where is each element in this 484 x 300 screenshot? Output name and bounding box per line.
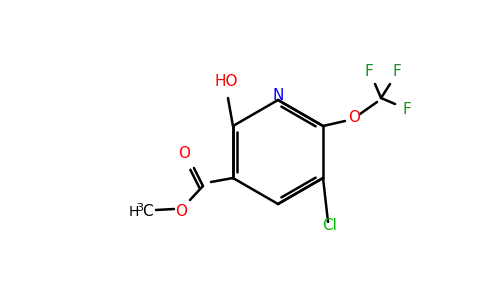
Text: N: N — [272, 88, 284, 103]
Text: O: O — [178, 146, 190, 160]
Text: Cl: Cl — [323, 218, 337, 233]
Text: HO: HO — [214, 74, 238, 89]
Text: H: H — [129, 205, 139, 219]
Text: 3: 3 — [136, 203, 143, 213]
Text: F: F — [403, 103, 411, 118]
Text: O: O — [348, 110, 360, 125]
Text: C: C — [142, 205, 152, 220]
Text: F: F — [393, 64, 401, 80]
Text: F: F — [364, 64, 374, 80]
Text: O: O — [175, 205, 187, 220]
